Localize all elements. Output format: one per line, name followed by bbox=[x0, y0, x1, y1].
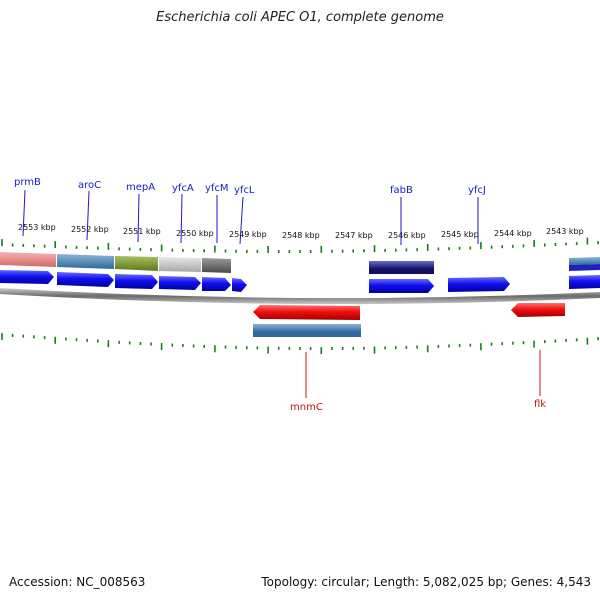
gene-label-yfcA: yfcA bbox=[172, 183, 194, 194]
coordinate-label: 2551 kbp bbox=[123, 227, 161, 236]
coordinate-label: 2552 kbp bbox=[71, 225, 109, 234]
forward-gene-arrow bbox=[57, 272, 114, 287]
coordinate-label: 2549 kbp bbox=[229, 230, 267, 239]
reverse-label-leaders bbox=[305, 350, 541, 398]
feature-color-blocks bbox=[0, 252, 600, 274]
coordinate-label: 2550 kbp bbox=[176, 229, 214, 238]
forward-gene-arrow bbox=[159, 276, 201, 290]
gene-label-fabB: fabB bbox=[390, 185, 413, 196]
coordinate-label: 2546 kbp bbox=[388, 231, 426, 240]
forward-gene-arrow bbox=[0, 270, 54, 284]
forward-gene-arrow bbox=[232, 278, 247, 292]
gene-label-mepA: mepA bbox=[126, 182, 155, 193]
forward-gene-arrow bbox=[202, 277, 231, 291]
reverse-gene-arrow bbox=[253, 305, 360, 320]
coordinate-label: 2548 kbp bbox=[282, 231, 320, 240]
genome-summary: Topology: circular; Length: 5,082,025 bp… bbox=[261, 575, 591, 589]
reverse-gene-arrow bbox=[511, 303, 565, 317]
coordinate-label: 2543 kbp bbox=[546, 227, 584, 236]
coordinate-label: 2545 kbp bbox=[441, 230, 479, 239]
gene-label-yfcM: yfcM bbox=[205, 183, 229, 194]
reverse-feature-block bbox=[253, 324, 361, 332]
forward-gene-arrow bbox=[569, 275, 600, 289]
coordinate-label: 2547 kbp bbox=[335, 231, 373, 240]
genome-backbone bbox=[0, 288, 600, 305]
gene-label-yfcJ: yfcJ bbox=[468, 185, 486, 196]
gene-label-aroC: aroC bbox=[78, 180, 101, 191]
forward-gene-arrow bbox=[369, 279, 434, 293]
gene-label-flk: flk bbox=[534, 399, 546, 410]
gene-label-mnmC: mnmC bbox=[290, 402, 323, 413]
accession-label: Accession: NC_008563 bbox=[9, 575, 146, 589]
outer-tick-ring bbox=[1, 237, 599, 253]
coordinate-label: 2544 kbp bbox=[494, 229, 532, 238]
gene-label-prmB: prmB bbox=[14, 177, 41, 188]
gene-label-yfcL: yfcL bbox=[234, 185, 255, 196]
forward-gene-arrow bbox=[115, 274, 158, 289]
reverse-feature-block bbox=[253, 332, 361, 337]
forward-strand-genes bbox=[0, 270, 600, 293]
forward-label-leaders bbox=[22, 189, 479, 245]
coordinate-label: 2553 kbp bbox=[18, 223, 56, 232]
inner-tick-ring bbox=[1, 333, 599, 355]
map-title: Escherichia coli APEC O1, complete genom… bbox=[156, 10, 444, 25]
forward-gene-arrow bbox=[448, 277, 510, 292]
reverse-strand-genes bbox=[253, 303, 565, 337]
